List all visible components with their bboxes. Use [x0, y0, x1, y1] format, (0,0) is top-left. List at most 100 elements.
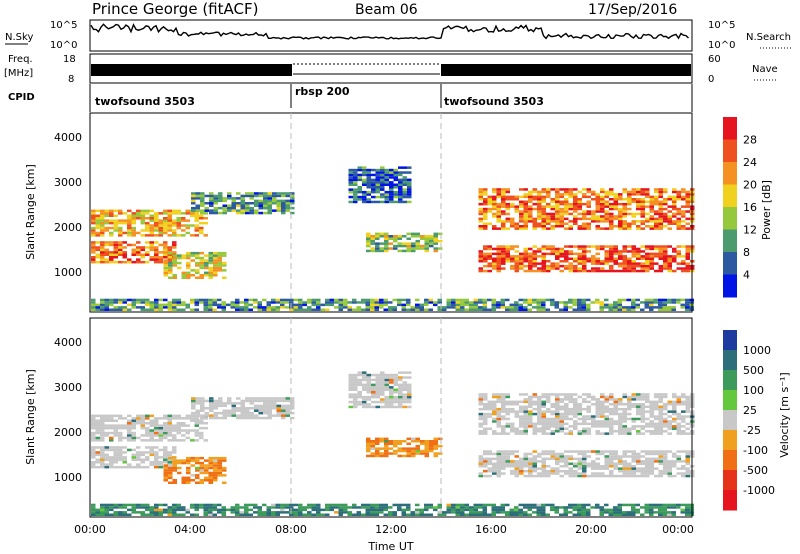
- power-cell: [627, 269, 632, 273]
- power-cell: [290, 206, 295, 210]
- velocity-cell: [658, 455, 663, 458]
- power-cell: [523, 306, 528, 309]
- velocity-cell: [667, 511, 672, 514]
- power-cell: [240, 197, 245, 200]
- velocity-cell: [145, 465, 150, 469]
- velocity-cell: [510, 425, 515, 428]
- velocity-cell: [163, 511, 168, 514]
- power-cell: [393, 247, 398, 250]
- power-cell: [505, 190, 510, 194]
- velocity-cell: [131, 426, 136, 430]
- velocity-cell: [681, 415, 686, 418]
- power-cell: [537, 212, 542, 216]
- velocity-cell: [577, 465, 582, 468]
- velocity-ylabel: Slant Range [km]: [24, 369, 37, 465]
- power-cell: [640, 250, 645, 253]
- velocity-cell: [298, 506, 303, 509]
- power-cell: [555, 222, 560, 225]
- velocity-cell: [240, 411, 245, 415]
- power-cell: [613, 303, 618, 307]
- power-cell: [541, 255, 546, 258]
- velocity-cell: [357, 400, 362, 404]
- velocity-cell: [370, 454, 375, 458]
- power-cell: [676, 225, 681, 228]
- velocity-cell: [145, 446, 150, 449]
- velocity-cell: [194, 513, 199, 516]
- power-cell: [478, 220, 483, 223]
- power-cell: [564, 252, 569, 256]
- velocity-cell: [272, 399, 277, 403]
- power-cell: [505, 252, 510, 256]
- power-cell: [482, 301, 487, 304]
- velocity-cell: [398, 386, 403, 389]
- power-cell: [371, 186, 376, 189]
- velocity-cell: [600, 422, 605, 426]
- power-cell: [91, 214, 96, 217]
- power-ytick-1000: 1000: [54, 266, 82, 279]
- velocity-cell: [398, 393, 403, 396]
- power-cell: [393, 244, 398, 248]
- power-cell: [537, 262, 542, 265]
- velocity-cell: [640, 403, 645, 406]
- power-cell: [627, 198, 632, 201]
- velocity-cell: [537, 415, 542, 418]
- power-cell: [185, 226, 190, 230]
- power-cell: [371, 200, 376, 204]
- power-cell: [176, 308, 181, 311]
- velocity-cell: [208, 476, 213, 480]
- velocity-cell: [181, 476, 186, 480]
- power-cell: [564, 222, 569, 225]
- power-cell: [622, 269, 627, 273]
- power-cell: [532, 255, 537, 258]
- velocity-cell: [384, 440, 389, 443]
- velocity-cell: [685, 511, 690, 514]
- velocity-cell: [640, 513, 645, 516]
- power-cell: [599, 301, 604, 304]
- velocity-cell: [109, 436, 114, 440]
- power-cell: [118, 241, 123, 244]
- power-cell: [555, 220, 560, 223]
- velocity-cell: [519, 467, 524, 470]
- velocity-cell: [609, 472, 614, 475]
- velocity-cell: [437, 506, 442, 509]
- power-cell: [407, 171, 412, 174]
- power-cell: [609, 190, 614, 194]
- power-cell: [685, 257, 690, 260]
- power-cell: [384, 178, 389, 182]
- power-cell: [263, 206, 268, 210]
- velocity-cell: [680, 511, 685, 514]
- power-cell: [239, 301, 244, 304]
- power-cell: [163, 264, 168, 267]
- velocity-cell: [136, 453, 141, 457]
- velocity-cell: [631, 417, 636, 421]
- power-cell: [505, 195, 510, 199]
- power-cell: [257, 303, 262, 307]
- velocity-cell: [483, 415, 488, 418]
- power-cell: [577, 303, 582, 307]
- power-cell: [555, 215, 560, 218]
- power-cell: [203, 221, 208, 225]
- power-cell: [420, 247, 425, 250]
- velocity-cell: [145, 451, 150, 454]
- power-cell: [406, 232, 411, 236]
- power-cell: [600, 190, 605, 194]
- power-cell: [653, 301, 658, 304]
- power-cell: [555, 210, 560, 213]
- power-cell: [483, 200, 488, 203]
- power-cell: [685, 303, 690, 307]
- velocity-cell: [329, 506, 334, 509]
- velocity-cell: [91, 431, 96, 435]
- freq-band-left: [91, 64, 292, 76]
- noise-left-tick-top: 10^5: [50, 20, 77, 31]
- velocity-cell: [91, 448, 96, 452]
- power-cell: [353, 193, 358, 196]
- power-cell: [194, 301, 199, 304]
- power-cell: [640, 200, 645, 203]
- power-cell: [631, 267, 636, 270]
- power-cell: [254, 209, 259, 212]
- velocity-cell: [433, 444, 438, 448]
- power-cell: [640, 210, 645, 213]
- velocity-cell: [442, 511, 447, 514]
- power-cell: [104, 214, 109, 217]
- velocity-cell: [406, 437, 411, 441]
